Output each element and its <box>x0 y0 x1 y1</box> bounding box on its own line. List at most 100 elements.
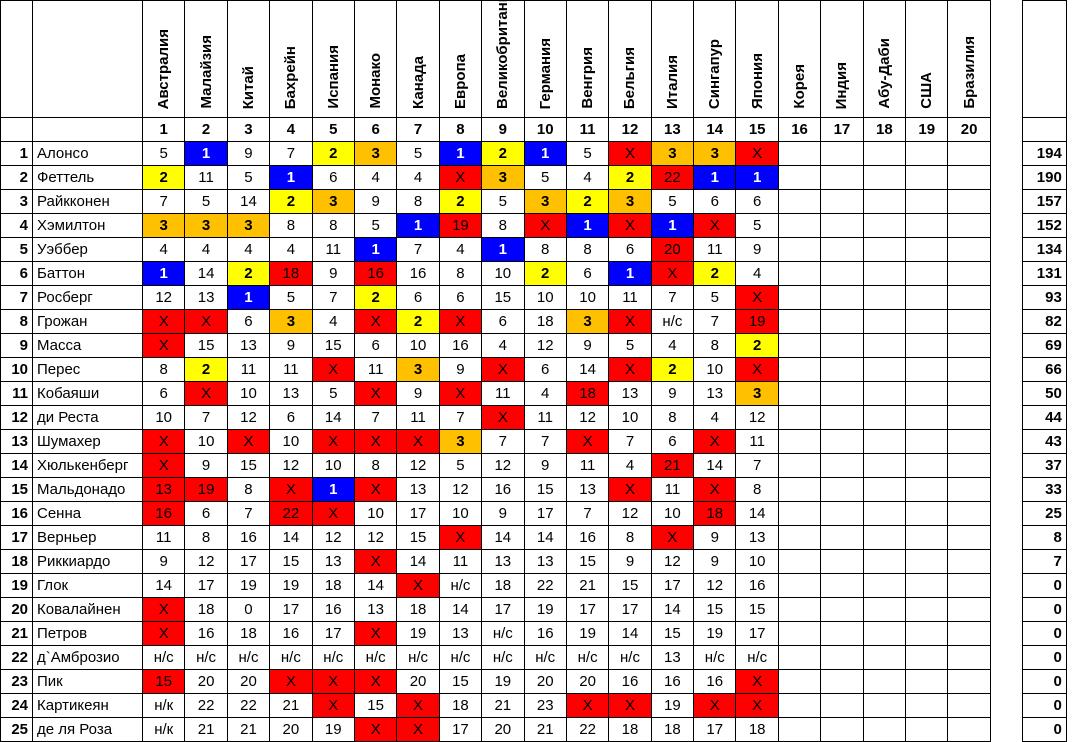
result-cell[interactable]: 11 <box>438 549 483 574</box>
result-cell[interactable]: 2 <box>311 141 355 166</box>
driver-name-cell[interactable]: Петров <box>32 621 143 646</box>
result-cell[interactable] <box>777 525 822 550</box>
result-cell[interactable]: 17 <box>396 501 440 526</box>
result-cell[interactable] <box>947 381 991 406</box>
result-cell[interactable]: 11 <box>650 477 695 502</box>
result-cell[interactable]: 8 <box>184 525 228 550</box>
result-cell[interactable]: 1 <box>269 165 313 190</box>
result-cell[interactable]: X <box>438 165 483 190</box>
result-cell[interactable]: 13 <box>650 645 695 670</box>
result-cell[interactable]: 7 <box>396 237 440 262</box>
result-cell[interactable] <box>947 645 991 670</box>
result-cell[interactable]: 12 <box>184 549 228 574</box>
result-cell[interactable] <box>820 717 864 742</box>
result-cell[interactable]: 8 <box>438 261 483 286</box>
result-cell[interactable] <box>777 597 822 622</box>
result-cell[interactable]: X <box>396 717 440 742</box>
result-cell[interactable] <box>820 405 864 430</box>
result-cell[interactable] <box>905 357 949 382</box>
result-cell[interactable] <box>862 501 907 526</box>
result-cell[interactable]: 21 <box>226 717 271 742</box>
result-cell[interactable]: н/с <box>438 645 483 670</box>
result-cell[interactable]: 9 <box>184 453 228 478</box>
result-cell[interactable] <box>862 717 907 742</box>
result-cell[interactable]: X <box>481 357 525 382</box>
result-cell[interactable]: 21 <box>269 693 313 718</box>
result-cell[interactable]: 5 <box>693 285 737 310</box>
result-cell[interactable]: 14 <box>481 525 525 550</box>
result-cell[interactable]: 17 <box>438 717 483 742</box>
points-cell[interactable]: 8 <box>1021 525 1067 550</box>
result-cell[interactable]: 15 <box>269 549 313 574</box>
result-cell[interactable]: X <box>184 309 228 334</box>
result-cell[interactable]: 2 <box>523 261 567 286</box>
result-cell[interactable]: н/с <box>481 645 525 670</box>
result-cell[interactable]: X <box>141 597 186 622</box>
result-cell[interactable]: 20 <box>184 669 228 694</box>
result-cell[interactable]: X <box>311 429 355 454</box>
points-cell[interactable]: 66 <box>1021 357 1067 382</box>
result-cell[interactable]: 5 <box>565 141 610 166</box>
result-cell[interactable]: 7 <box>693 309 737 334</box>
gap-cell[interactable] <box>990 142 1022 166</box>
result-cell[interactable]: 19 <box>735 309 779 334</box>
result-cell[interactable]: 7 <box>565 501 610 526</box>
race-number-cell[interactable]: 14 <box>693 117 737 142</box>
result-cell[interactable]: 12 <box>693 573 737 598</box>
result-cell[interactable]: 4 <box>608 453 652 478</box>
result-cell[interactable]: 14 <box>269 525 313 550</box>
position-cell[interactable]: 17 <box>0 525 33 550</box>
result-cell[interactable]: 5 <box>481 189 525 214</box>
result-cell[interactable] <box>862 261 907 286</box>
result-cell[interactable]: 4 <box>396 165 440 190</box>
result-cell[interactable]: 19 <box>565 621 610 646</box>
result-cell[interactable]: 22 <box>565 717 610 742</box>
result-cell[interactable] <box>947 525 991 550</box>
result-cell[interactable]: 15 <box>311 333 355 358</box>
result-cell[interactable] <box>820 381 864 406</box>
gap-cell[interactable] <box>990 646 1022 670</box>
gap-cell[interactable] <box>990 718 1022 742</box>
driver-name-cell[interactable]: де ля Роза <box>32 717 143 742</box>
result-cell[interactable]: 12 <box>565 405 610 430</box>
result-cell[interactable]: 1 <box>396 213 440 238</box>
result-cell[interactable]: X <box>353 477 398 502</box>
gap-cell[interactable] <box>990 694 1022 718</box>
race-number-cell[interactable]: 6 <box>353 117 398 142</box>
result-cell[interactable] <box>777 669 822 694</box>
country-header-cell[interactable]: Бельгия <box>608 0 652 118</box>
driver-name-cell[interactable]: Сенна <box>32 501 143 526</box>
result-cell[interactable] <box>862 669 907 694</box>
result-cell[interactable]: 18 <box>269 261 313 286</box>
gap-cell[interactable] <box>990 550 1022 574</box>
result-cell[interactable] <box>820 141 864 166</box>
result-cell[interactable] <box>777 621 822 646</box>
result-cell[interactable]: X <box>311 501 355 526</box>
result-cell[interactable]: 2 <box>481 141 525 166</box>
result-cell[interactable]: 9 <box>353 189 398 214</box>
points-cell[interactable]: 190 <box>1021 165 1067 190</box>
result-cell[interactable]: 16 <box>438 333 483 358</box>
position-cell[interactable]: 13 <box>0 429 33 454</box>
gap-cell[interactable] <box>990 574 1022 598</box>
country-header-cell[interactable]: Сингапур <box>693 0 737 118</box>
result-cell[interactable]: 14 <box>693 453 737 478</box>
result-cell[interactable] <box>862 165 907 190</box>
result-cell[interactable]: 19 <box>650 693 695 718</box>
result-cell[interactable] <box>947 333 991 358</box>
result-cell[interactable] <box>862 549 907 574</box>
result-cell[interactable]: 13 <box>184 285 228 310</box>
result-cell[interactable]: 12 <box>523 333 567 358</box>
result-cell[interactable] <box>820 261 864 286</box>
result-cell[interactable]: X <box>438 309 483 334</box>
result-cell[interactable]: X <box>608 477 652 502</box>
result-cell[interactable] <box>820 429 864 454</box>
result-cell[interactable] <box>777 717 822 742</box>
result-cell[interactable] <box>862 573 907 598</box>
result-cell[interactable]: 14 <box>311 405 355 430</box>
result-cell[interactable]: 12 <box>481 453 525 478</box>
result-cell[interactable]: X <box>269 477 313 502</box>
result-cell[interactable]: X <box>650 525 695 550</box>
result-cell[interactable]: 7 <box>226 501 271 526</box>
result-cell[interactable]: 15 <box>650 621 695 646</box>
